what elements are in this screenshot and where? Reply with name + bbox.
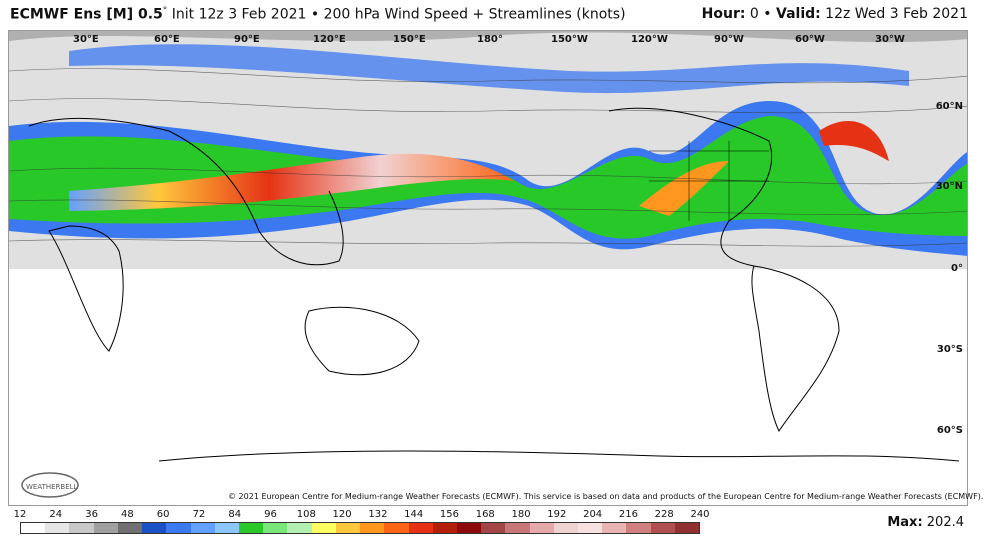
australia-coast [304,306,420,376]
colorbar-tick-label: 132 [368,509,388,520]
colorbar-swatch [69,523,94,533]
lon-label-120w: 120°W [631,34,668,45]
colorbar-swatch [287,523,312,533]
colorbar-tick-label: 60 [156,509,170,520]
colorbar-swatch [311,523,336,533]
colorbar-swatch [166,523,191,533]
lat-label-30n: 30°N [935,181,963,192]
lon-label-30e: 30°E [73,34,99,45]
copyright-notice: © 2021 European Centre for Medium-range … [228,492,984,501]
colorbar-swatch [238,523,264,533]
colorbar-tick-label: 48 [120,509,134,520]
colorbar-swatch [553,523,579,533]
colorbar-swatch [529,523,554,533]
colorbar-tick-label: 228 [654,509,674,520]
colorbar-swatch [456,523,482,533]
max-value-label: Max: 202.4 [887,515,964,530]
colorbar-swatch [578,523,603,533]
colorbar-tick-label: 12 [13,509,27,520]
colorbar-swatch [384,523,409,533]
coastlines [28,107,960,462]
colorbar-swatch [214,523,239,533]
colorbar-tick-label: 240 [690,509,710,520]
colorbar-tick-label: 180 [511,509,531,520]
colorbar-swatch [408,523,433,533]
max-label: Max: [887,515,923,530]
north-america-jet-core [639,161,729,216]
atlantic-jet-core [819,121,889,161]
header: ECMWF Ens [M] 0.5° Init 12z 3 Feb 2021 •… [0,0,984,30]
colorbar-swatch [360,523,385,533]
antarctica-coast [158,450,960,462]
hour-label: Hour: [701,6,746,22]
south-america-coast [751,265,840,432]
colorbar-tick-label: 192 [547,509,567,520]
colorbar-swatch [505,523,530,533]
asian-jet-core [69,153,514,211]
init-description: Init 12z 3 Feb 2021 • 200 hPa Wind Speed… [167,6,626,23]
colorbar [20,522,700,534]
hour-value: 0 • [745,6,776,22]
valid-label: Valid: [776,6,821,22]
lon-label-30w: 30°W [875,34,905,45]
valid-time: Hour: 0 • Valid: 12z Wed 3 Feb 2021 [702,6,968,22]
lon-label-60w: 60°W [795,34,825,45]
colorbar-swatch [481,523,506,533]
lon-label-90e: 90°E [234,34,260,45]
colorbar-tick-label: 204 [583,509,603,520]
polar-wind-band [9,31,967,43]
lon-label-180: 180° [477,34,503,45]
lon-label-120e: 120°E [313,34,346,45]
colorbar-tick-label: 72 [192,509,206,520]
colorbar-swatch [142,523,167,533]
colorbar-tick-label: 120 [332,509,352,520]
lat-label-30s: 30°S [936,344,963,355]
colorbar-swatch [602,523,627,533]
valid-value: 12z Wed 3 Feb 2021 [820,6,968,22]
polar-jet-blue [69,44,909,94]
colorbar-tick-label: 36 [85,509,98,520]
colorbar-tick-label: 96 [264,509,277,520]
north-america-coast [608,107,773,267]
colorbar-swatch [21,523,46,533]
colorbar-swatch [674,523,700,533]
lon-label-150e: 150°E [393,34,426,45]
boundaries [649,141,769,221]
colorbar-tick-label: 156 [439,509,460,520]
model-name: ECMWF Ens [M] 0.5 [10,6,163,23]
colorbar-swatch [626,523,651,533]
map-title: ECMWF Ens [M] 0.5° Init 12z 3 Feb 2021 •… [10,6,626,23]
degree-symbol: ° [162,6,168,16]
weatherbell-logo: WEATHERBELL [21,472,79,498]
colorbar-swatch [190,523,215,533]
max-value: 202.4 [922,515,964,530]
streamlines [9,68,967,247]
lat-label-60n: 60°N [935,101,963,112]
colorbar-swatch [45,523,70,533]
colorbar-ticks: 12 24 36 48 60 72 84 96 108 120 132 144 156 168 180 192… [14,509,710,521]
colorbar-tick-label: 24 [49,509,63,520]
colorbar-swatch [335,523,361,533]
colorbar-swatch [432,523,457,533]
lat-label-0: 0° [951,263,963,274]
africa-coast [48,225,124,352]
colorbar-swatch [263,523,288,533]
colorbar-tick-label: 84 [228,509,242,520]
lat-label-60s: 60°S [936,425,963,436]
lon-label-150w: 150°W [551,34,588,45]
colorbar-swatch [650,523,675,533]
colorbar-tick-label: 168 [475,509,495,520]
colorbar-swatch [117,523,143,533]
eurasia-coast [28,117,344,266]
lon-label-60e: 60°E [154,34,180,45]
weather-map: 30°E 60°E 90°E 120°E 150°E 180° 150°W 12… [8,30,968,506]
colorbar-tick-label: 216 [618,509,638,520]
colorbar-swatch [93,523,118,533]
lon-label-90w: 90°W [714,34,744,45]
map-canvas [9,31,967,462]
colorbar-tick-label: 144 [404,509,424,520]
logo-text: WEATHERBELL [26,483,78,491]
colorbar-tick-label: 108 [296,509,316,520]
